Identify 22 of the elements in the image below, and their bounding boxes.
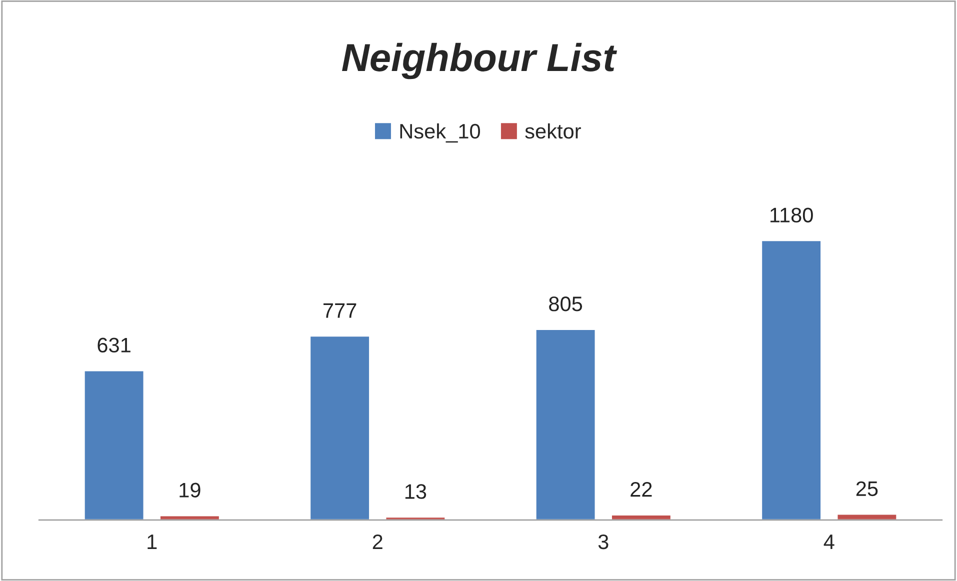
bar	[760, 240, 822, 520]
data-label: 805	[549, 296, 582, 312]
data-label: 25	[856, 481, 878, 496]
bar	[83, 370, 145, 520]
bar	[836, 513, 898, 520]
x-tick-label: 2	[372, 534, 382, 549]
x-tick-label: 1	[148, 534, 157, 549]
x-tick-label: 3	[598, 534, 608, 550]
data-label: 631	[98, 338, 130, 353]
bar	[534, 328, 596, 520]
data-label: 1180	[770, 208, 813, 222]
bar	[384, 516, 446, 520]
bar	[610, 514, 672, 520]
bar	[309, 335, 370, 520]
data-label: 13	[405, 484, 426, 499]
legend-label: sektor	[525, 123, 581, 139]
data-label: 19	[180, 482, 200, 498]
chart-title: Neighbour List	[342, 42, 618, 80]
data-label: 22	[630, 482, 652, 497]
x-tick-label: 4	[824, 534, 834, 549]
legend-label: Nsek_10	[400, 123, 480, 143]
data-label: 777	[324, 303, 356, 318]
